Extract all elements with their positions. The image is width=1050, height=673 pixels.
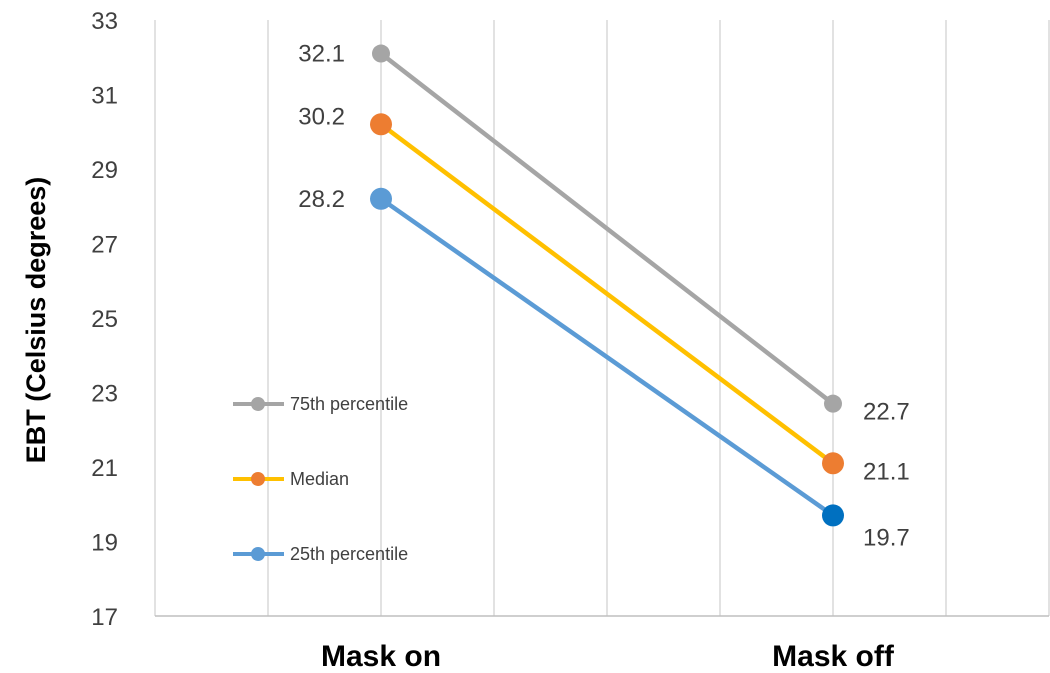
data-label-2-0: 28.2 xyxy=(298,186,345,213)
y-tick-labels: 17 19 21 23 25 27 29 31 33 xyxy=(91,8,118,631)
y-tick-label-31: 31 xyxy=(91,83,118,110)
y-tick-label-29: 29 xyxy=(91,157,118,184)
data-label-0-0: 32.1 xyxy=(298,41,345,68)
y-tick-label-23: 23 xyxy=(91,381,118,408)
series-1: 30.2 21.1 xyxy=(298,103,909,485)
legend-label-0: 75th percentile xyxy=(290,394,408,414)
series-0: 32.1 22.7 xyxy=(298,41,909,426)
data-label-1-1: 21.1 xyxy=(863,458,910,485)
data-point-0-0 xyxy=(372,44,390,63)
legend-item-0: 75th percentile xyxy=(233,394,408,414)
data-point-2-0 xyxy=(370,187,392,210)
series-line-0 xyxy=(379,51,835,406)
series-2: 28.2 19.7 xyxy=(298,186,909,552)
grid-lines xyxy=(154,20,1050,616)
x-category-label-1: Mask off xyxy=(772,640,895,673)
x-category-labels: Mask on Mask off xyxy=(321,640,895,673)
data-label-2-1: 19.7 xyxy=(863,524,910,551)
data-point-1-0 xyxy=(370,113,392,136)
series-group: 32.1 22.7 30.2 21.1 28.2 19.7 xyxy=(298,41,909,552)
y-tick-label-21: 21 xyxy=(91,455,118,482)
y-tick-label-17: 17 xyxy=(91,604,118,631)
series-line-1 xyxy=(379,122,835,466)
legend: 75th percentile Median 25th percentile xyxy=(233,394,408,564)
data-label-1-0: 30.2 xyxy=(298,103,345,130)
data-point-0-1 xyxy=(824,394,842,413)
legend-item-1: Median xyxy=(233,469,349,489)
x-category-label-0: Mask on xyxy=(321,640,441,673)
data-point-2-1 xyxy=(822,504,844,527)
y-tick-label-25: 25 xyxy=(91,306,118,333)
legend-marker-1 xyxy=(251,472,265,486)
y-tick-label-19: 19 xyxy=(91,530,118,557)
legend-marker-2 xyxy=(251,547,265,561)
y-axis-label: EBT (Celsius degrees) xyxy=(21,177,51,464)
legend-marker-0 xyxy=(251,397,265,411)
legend-label-2: 25th percentile xyxy=(290,544,408,564)
y-tick-label-33: 33 xyxy=(91,8,118,35)
series-line-2 xyxy=(379,196,835,518)
legend-item-2: 25th percentile xyxy=(233,544,408,564)
data-label-0-1: 22.7 xyxy=(863,399,910,426)
y-tick-label-27: 27 xyxy=(91,232,118,259)
legend-label-1: Median xyxy=(290,469,349,489)
data-point-1-1 xyxy=(822,452,844,475)
